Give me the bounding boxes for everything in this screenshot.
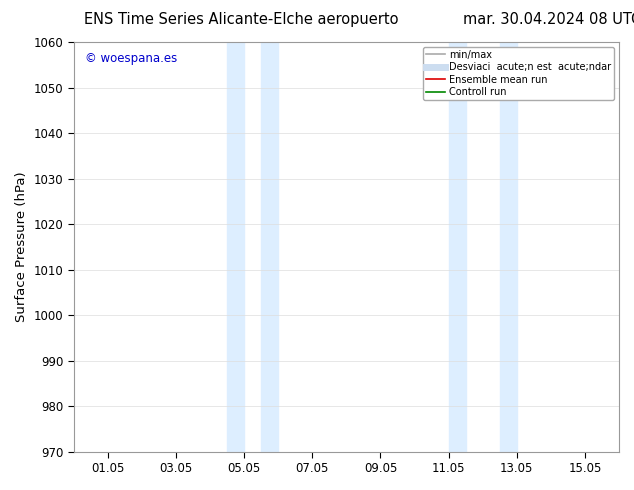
Text: ENS Time Series Alicante-Elche aeropuerto: ENS Time Series Alicante-Elche aeropuert… — [84, 12, 398, 27]
Text: © woespana.es: © woespana.es — [84, 52, 177, 65]
Legend: min/max, Desviaci  acute;n est  acute;ndar, Ensemble mean run, Controll run: min/max, Desviaci acute;n est acute;ndar… — [423, 47, 614, 100]
Bar — [261, 42, 278, 452]
Text: mar. 30.04.2024 08 UTC: mar. 30.04.2024 08 UTC — [463, 12, 634, 27]
Bar — [500, 42, 517, 452]
Bar — [449, 42, 465, 452]
Bar — [227, 42, 244, 452]
Y-axis label: Surface Pressure (hPa): Surface Pressure (hPa) — [15, 172, 28, 322]
